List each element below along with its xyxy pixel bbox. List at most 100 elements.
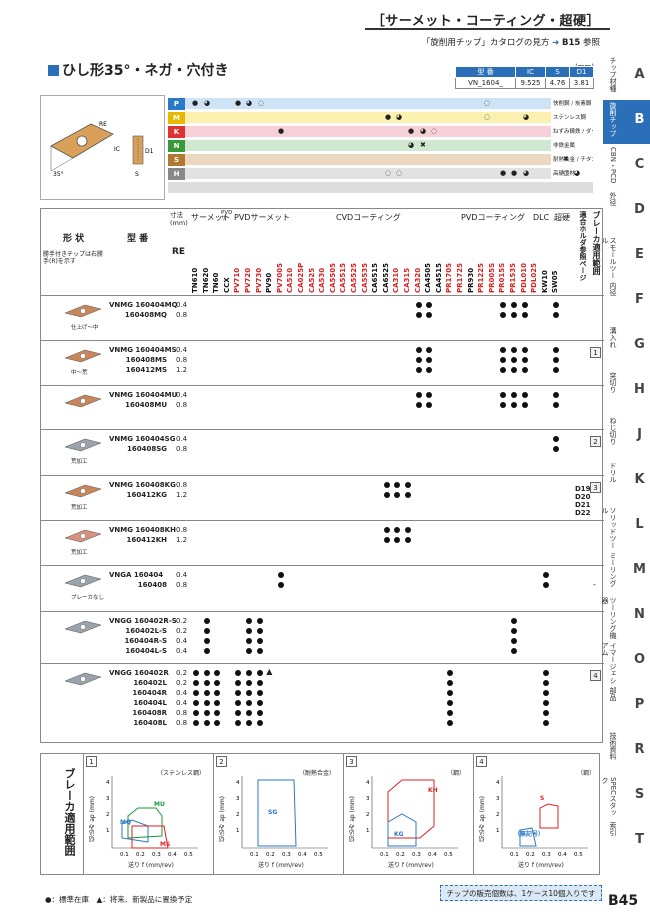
dimension-table: 型 番 IC S D1 VN_1604_ 9.525 4.76 3.81 [455,66,594,89]
side-tab-h[interactable]: 突切り H [603,370,650,414]
grade-col-tn620[interactable]: TN620 [201,267,210,293]
grade-col-ca5535[interactable]: CA5535 [360,262,369,293]
grade-col-ca530[interactable]: CA530 [318,267,327,293]
product-code[interactable]: VNGA 160404 [109,571,164,579]
grade-col-ca320[interactable]: CA320 [413,267,422,293]
side-tab-k[interactable]: ドリル K [603,460,650,504]
grade-col-pdl025[interactable]: PDL025 [530,262,539,293]
grade-col-tn60[interactable]: TN60 [212,272,221,293]
product-code[interactable]: VNMG 160404MU [109,391,178,399]
grade-col-pr1225[interactable]: PR1225 [477,262,486,293]
grade-col-pr1535[interactable]: PR1535 [509,262,517,293]
ref-page[interactable]: B15 [561,38,581,48]
product-code[interactable]: 160402L [133,679,167,687]
side-tab-n[interactable]: ツーリング機器 N [601,595,650,639]
product-code[interactable]: 160404L [133,699,167,707]
grade-col-pv720[interactable]: PV720 [244,267,252,293]
grade-col-ca5515[interactable]: CA5515 [339,262,348,293]
grade-col-pr005s[interactable]: PR005S [487,262,496,293]
side-tab-e[interactable]: スモールツール E [601,235,650,279]
product-code[interactable]: VNGG 160402R [109,669,169,677]
col-header-model: 型 番 [127,234,149,244]
side-tab-p[interactable]: 部品 P [603,685,650,729]
product-code[interactable]: VNMG 160408KG [109,481,176,489]
side-tab-m[interactable]: ミーリング M [603,550,650,594]
grade-col-ca5525[interactable]: CA5525 [350,262,358,293]
product-code[interactable]: 160402L-S [125,627,167,635]
side-tab-j[interactable]: ねじ切り J [603,415,650,459]
product-code[interactable]: VNMG 160404MQ [109,301,178,309]
grade-col-ca525[interactable]: CA525 [307,267,316,293]
side-tab-a[interactable]: チップ材種 A [603,55,650,99]
grade-col-pv710[interactable]: PV710 [233,267,242,293]
insert-caption: 荒加工 [71,505,88,511]
side-tab-label: ミーリング [609,552,617,587]
grade-col-sw05[interactable]: SW05 [551,270,560,293]
product-code[interactable]: 160412MS [125,366,167,374]
product-code[interactable]: 160408MQ [124,311,167,319]
grade-col-pv7005[interactable]: PV7005 [275,262,284,293]
side-tab-c[interactable]: CBN・PCD C [603,145,650,189]
grade-col-pdl010[interactable]: PDL010 [519,262,528,293]
holder-page-ref[interactable]: D22 [575,509,591,517]
grade-col-ca310[interactable]: CA310 [392,267,401,293]
grade-col-ca025p[interactable]: CA025P [297,262,305,293]
product-code[interactable]: 160404R [132,689,167,697]
grade-col-kw10[interactable]: KW10 [540,270,549,293]
product-code[interactable]: VNMG 160408KH [109,526,176,534]
product-code[interactable]: 160404L-S [125,647,167,655]
grade-col-ca6525[interactable]: CA6525 [381,262,390,293]
product-code[interactable]: VNMG 160404MS [109,346,177,354]
grade-col-pr1705[interactable]: PR1705 [445,262,454,293]
side-tab-f[interactable]: 内径 F [603,280,650,324]
nose-radius: 0.2 [176,627,188,635]
breaker-ref[interactable]: 4 [590,670,601,681]
product-code[interactable]: 160404R-S [124,637,167,645]
stock-dot [246,648,252,654]
stock-dot [415,312,422,318]
side-tab-t[interactable]: 索引 T [603,820,650,864]
grade-col-ca4505[interactable]: CA4505 [424,262,433,293]
side-tab-r[interactable]: 技術資料 R [603,730,650,774]
stock-dot [256,648,263,654]
side-tab-s[interactable]: SPECスタック S [601,775,650,819]
grade-col-ca510[interactable]: CA510 [286,267,295,293]
grade-col-ca6515[interactable]: CA6515 [371,262,380,293]
product-code[interactable]: 160408MS [125,356,167,364]
side-tab-l[interactable]: ソリッドツール L [601,505,650,549]
product-code[interactable]: 160408L [133,719,167,727]
side-tab-d[interactable]: 外径 D [603,190,650,234]
grade-col-tn610[interactable]: TN610 [191,267,199,293]
grade-col-pv90[interactable]: PV90 [265,272,274,293]
grade-col-pr015s[interactable]: PR015S [498,262,507,293]
material-label: 耐熱合金 / チタン合金 [551,154,593,166]
grade-col-ca5505[interactable]: CA5505 [328,262,337,293]
grade-col-ca315[interactable]: CA315 [403,267,411,293]
material-row-h: H 高硬度材 ◌ ◌ ● ● ◕ ◌ ◕ [168,168,593,180]
product-code[interactable]: VNMG 160404SG [109,435,176,443]
grade-col-pr1725[interactable]: PR1725 [456,262,464,293]
holder-page-ref[interactable]: D20 [575,493,591,501]
breaker-ref[interactable]: 2 [590,436,601,447]
product-code[interactable]: VNGG 160402R-S [109,617,177,625]
side-tab-b[interactable]: 旋削チップ B [603,100,650,144]
insert-thumbnail [63,436,103,454]
product-code[interactable]: 160408 [137,581,167,589]
product-code[interactable]: 160408R [132,709,167,717]
breaker-label: （無記号） [514,830,544,838]
grade-col-pr930[interactable]: PR930 [466,267,475,293]
stock-dot [203,710,210,716]
breaker-ref[interactable]: 3 [590,482,601,493]
product-code[interactable]: 160412KH [126,536,167,544]
breaker-ref[interactable]: 1 [590,347,601,358]
product-code[interactable]: 160408SG [126,445,167,453]
side-tab-g[interactable]: 溝入れ G [603,325,650,369]
holder-page-ref[interactable]: D21 [575,501,591,509]
grade-col-pv730[interactable]: PV730 [254,267,263,293]
side-tab-o[interactable]: イマージェシアム O [601,640,650,684]
grade-col-ccx[interactable]: CCX [222,277,231,293]
product-code[interactable]: 160408MU [125,401,167,409]
holder-page-ref[interactable]: D19 [575,485,591,493]
grade-col-ca4515[interactable]: CA4515 [434,262,443,293]
product-code[interactable]: 160412KG [126,491,167,499]
